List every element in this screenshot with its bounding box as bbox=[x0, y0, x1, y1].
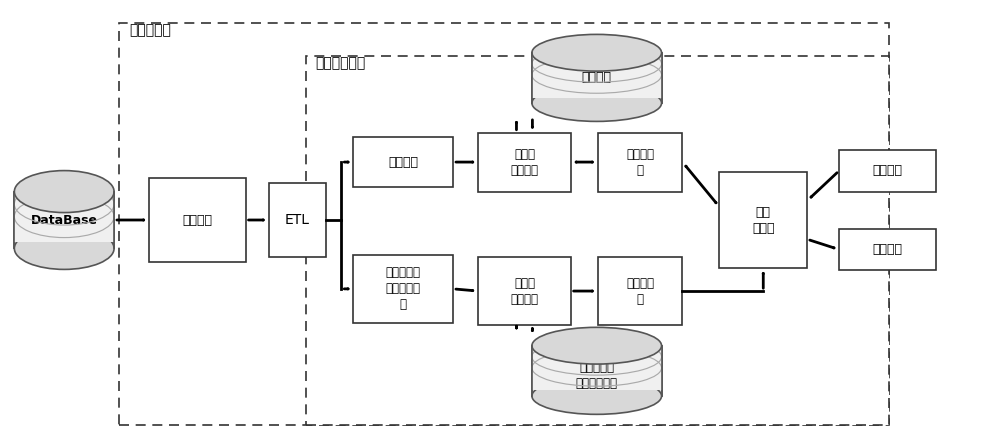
Bar bbox=[353, 255, 453, 323]
Text: 信息检索系统: 信息检索系统 bbox=[316, 56, 366, 70]
Ellipse shape bbox=[532, 84, 662, 121]
Ellipse shape bbox=[532, 327, 662, 364]
Bar bbox=[478, 257, 571, 325]
Bar bbox=[598, 257, 682, 325]
Text: 检索服务
务: 检索服务 务 bbox=[626, 147, 654, 176]
Bar bbox=[306, 56, 889, 425]
Bar bbox=[532, 53, 662, 98]
Ellipse shape bbox=[14, 171, 114, 213]
Bar bbox=[478, 132, 571, 191]
Text: ETL: ETL bbox=[285, 213, 310, 227]
Text: DataBase: DataBase bbox=[31, 213, 98, 227]
Bar bbox=[598, 132, 682, 191]
Bar bbox=[119, 23, 889, 425]
Text: 结构化数据
非结构化数据: 结构化数据 非结构化数据 bbox=[576, 361, 618, 390]
Bar bbox=[839, 150, 936, 191]
Bar bbox=[353, 137, 453, 187]
Bar bbox=[719, 172, 807, 268]
Text: 查询结果: 查询结果 bbox=[872, 243, 902, 256]
Bar bbox=[149, 179, 246, 261]
Text: 数据采集: 数据采集 bbox=[182, 213, 212, 227]
Text: 结构化数据
非结构化数
据: 结构化数据 非结构化数 据 bbox=[386, 266, 421, 312]
Text: 大数据平台: 大数据平台 bbox=[129, 23, 171, 37]
Text: 索引数据: 索引数据 bbox=[582, 71, 612, 84]
Bar bbox=[14, 191, 114, 242]
Bar bbox=[14, 191, 114, 249]
Ellipse shape bbox=[532, 378, 662, 414]
Ellipse shape bbox=[14, 227, 114, 269]
Text: 服务
中间件: 服务 中间件 bbox=[752, 205, 775, 235]
Text: 查询服务
务: 查询服务 务 bbox=[626, 277, 654, 305]
Bar bbox=[532, 346, 662, 390]
Bar bbox=[839, 229, 936, 270]
Text: 索引数据: 索引数据 bbox=[388, 156, 418, 169]
Text: 索引和
存储服务: 索引和 存储服务 bbox=[510, 147, 538, 176]
Text: 查询指令: 查询指令 bbox=[872, 164, 902, 177]
Text: 计算和
存储服务: 计算和 存储服务 bbox=[510, 277, 538, 305]
Bar bbox=[269, 183, 326, 257]
Ellipse shape bbox=[532, 34, 662, 71]
Bar bbox=[532, 53, 662, 103]
Bar bbox=[532, 346, 662, 396]
